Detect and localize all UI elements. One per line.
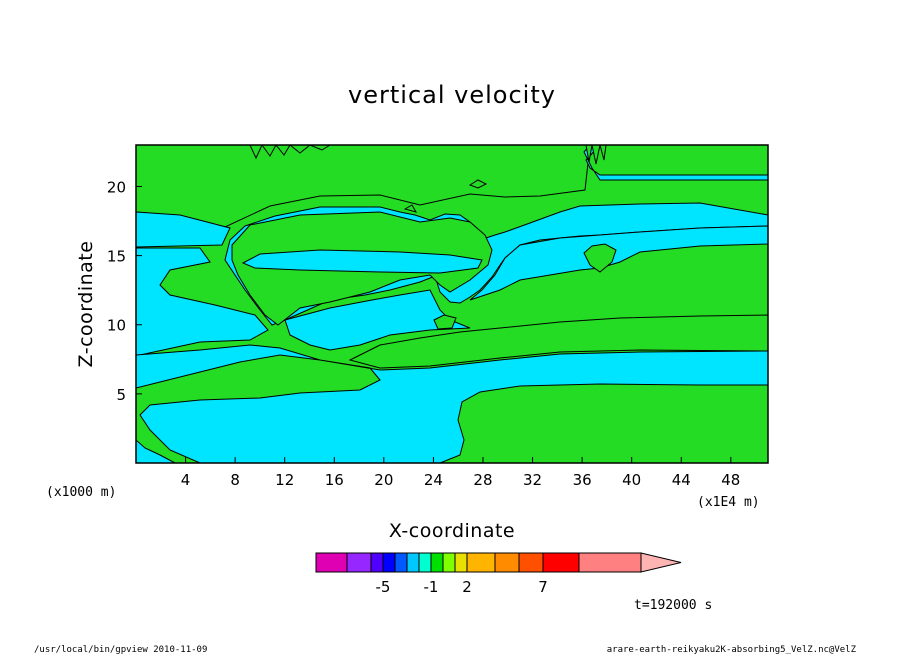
- plot-frame: [135, 144, 769, 464]
- time-label: t=192000 s: [634, 598, 712, 613]
- colorbar-labels: -5 -1 2 7: [376, 578, 548, 596]
- footer-right: arare-earth-reikyaku2K-absorbing5_VelZ.n…: [607, 645, 857, 654]
- x-tick-label: 16: [325, 471, 344, 489]
- x-tick-label: 12: [275, 471, 294, 489]
- y-tick-label: 20: [107, 178, 126, 196]
- negative-region-right-middle: [469, 225, 768, 301]
- x-tick-label: 36: [573, 471, 592, 489]
- x-axis-label: X-coordinate: [389, 520, 515, 542]
- colorbar-swatch: [518, 552, 544, 573]
- colorbar-swatch: [494, 552, 520, 573]
- colorbar-swatch: [578, 552, 642, 573]
- colorbar-swatch: [382, 552, 396, 573]
- negative-velocity-regions: [136, 145, 768, 463]
- colorbar-swatch: [542, 552, 580, 573]
- colorbar-swatch: [430, 552, 444, 573]
- colorbar-label: -1: [424, 578, 439, 596]
- x-tick-label: 4: [181, 471, 191, 489]
- negative-region-middle-band: [136, 247, 269, 356]
- negative-region-central-body: [136, 344, 768, 463]
- colorbar-extension: [640, 552, 682, 573]
- x-tick-label: 48: [721, 471, 740, 489]
- plot-area: [136, 145, 768, 463]
- colorbar-label: 7: [538, 578, 548, 596]
- y-axis: 5 10 15 20: [107, 178, 142, 404]
- x-tick-label: 8: [230, 471, 240, 489]
- colorbar-label: 2: [462, 578, 472, 596]
- colorbar-swatch: [406, 552, 420, 573]
- y-tick-label: 15: [107, 248, 126, 266]
- upper-fringe: [249, 145, 607, 213]
- x-tick-label: 28: [473, 471, 492, 489]
- negative-region-right-lower: [348, 314, 768, 369]
- x-scale-label: (x1E4 m): [697, 495, 760, 510]
- colorbar-swatch: [442, 552, 456, 573]
- x-unit-label: (x1000 m): [46, 485, 116, 500]
- colorbar-swatch: [454, 552, 468, 573]
- x-tick-label: 24: [424, 471, 443, 489]
- footer-left: /usr/local/bin/gpview 2010-11-09: [34, 645, 207, 654]
- y-axis-label: Z-coordinate: [75, 241, 97, 368]
- negative-region-left-upper: [136, 211, 231, 248]
- negative-region-x-junction: [284, 289, 471, 351]
- colorbar-swatch: [418, 552, 432, 573]
- colorbar-swatch: [370, 552, 384, 573]
- x-tick-label: 40: [622, 471, 641, 489]
- y-tick-label: 5: [116, 386, 126, 404]
- x-tick-label: 44: [672, 471, 691, 489]
- x-tick-label: 20: [374, 471, 393, 489]
- positive-lobe-small: [433, 314, 457, 330]
- x-axis: 4 8 12 16 20 24 28 32 36 40 44 48: [181, 457, 740, 489]
- colorbar: [315, 552, 682, 573]
- colorbar-swatch: [346, 552, 372, 573]
- negative-lobe-ellipse: [241, 249, 483, 274]
- colorbar-swatch: [315, 552, 348, 573]
- chart-title: vertical velocity: [348, 81, 556, 109]
- x-tick-label: 32: [523, 471, 542, 489]
- y-tick-label: 10: [107, 317, 126, 335]
- colorbar-swatch: [466, 552, 496, 573]
- positive-lobe-right: [583, 243, 617, 273]
- colorbar-swatch: [394, 552, 408, 573]
- colorbar-label: -5: [376, 578, 391, 596]
